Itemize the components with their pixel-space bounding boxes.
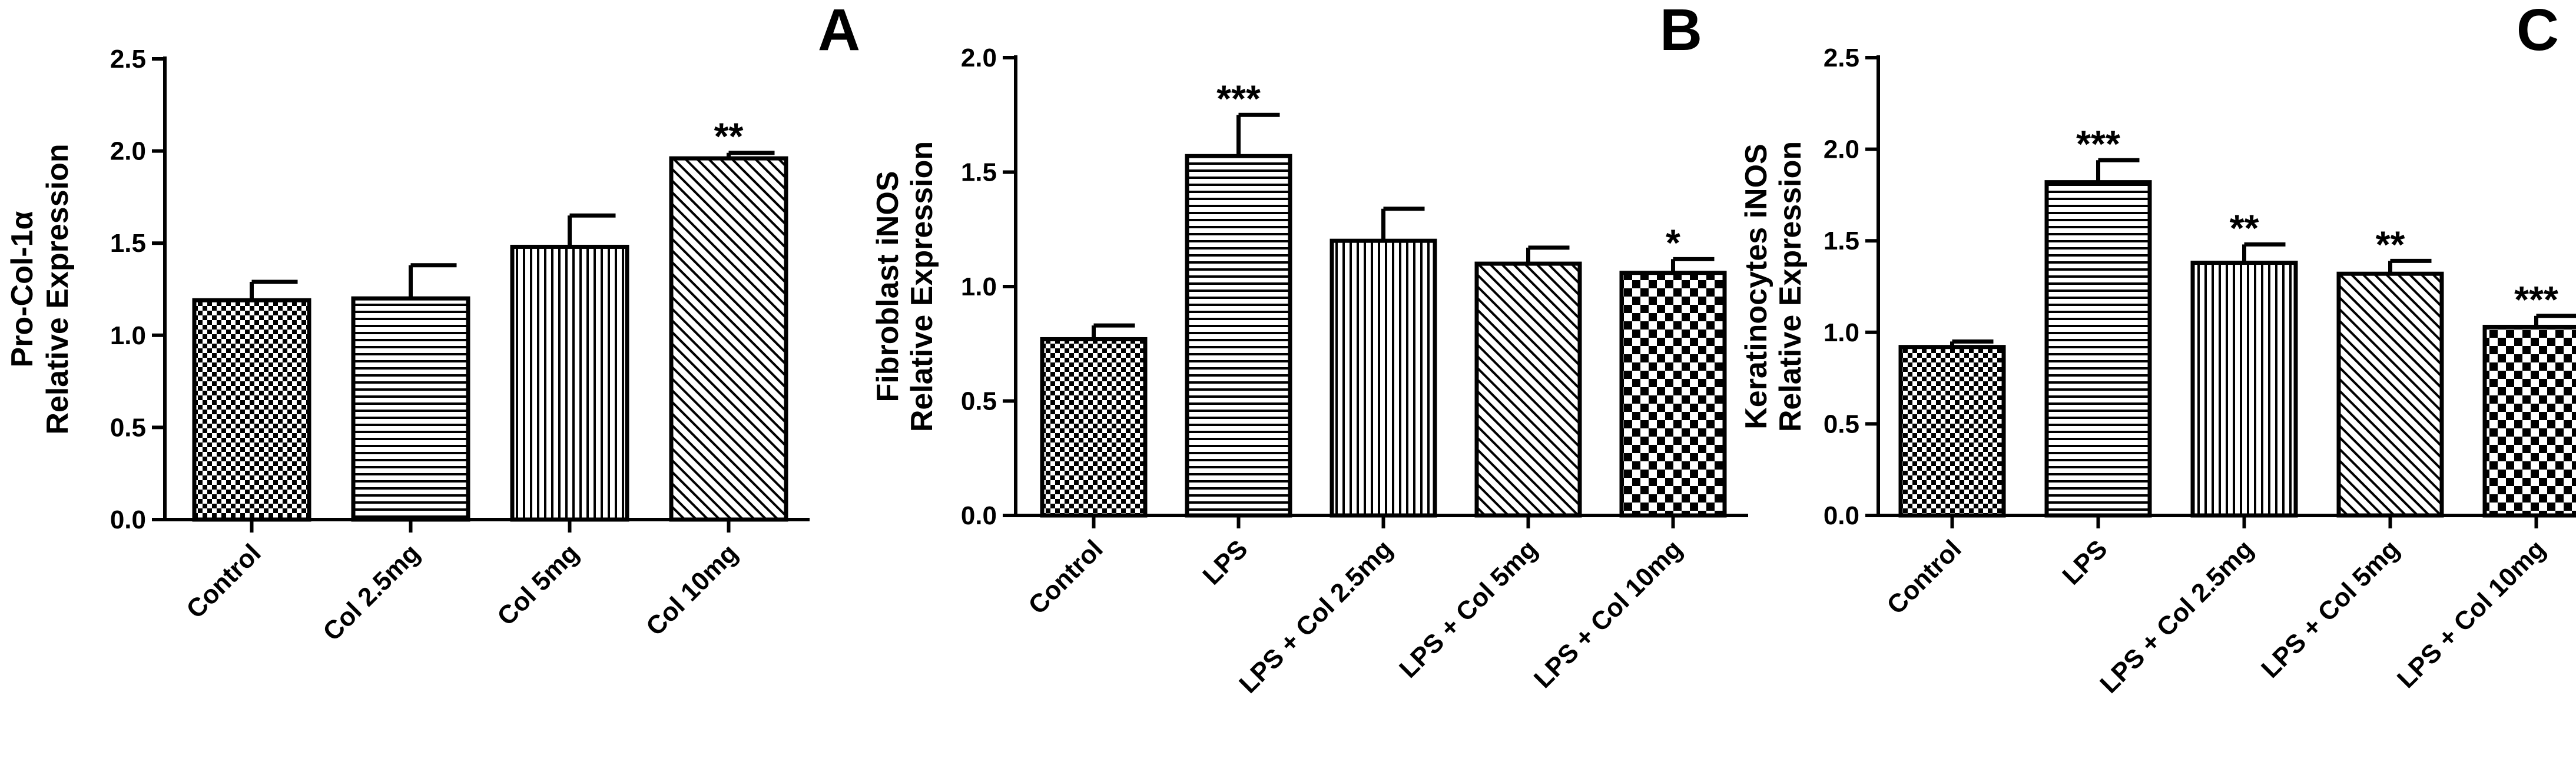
panel-c-category-label: Control	[1881, 534, 1967, 620]
panel-a-category-label: Control	[181, 538, 266, 624]
panel-b-y-tick-label: 1.0	[961, 272, 997, 301]
panel-c-y-tick-label: 0.5	[1824, 410, 1859, 438]
panel-c-significance-label: ***	[2076, 122, 2120, 165]
panel-a-y-tick-label: 2.5	[110, 45, 146, 74]
panel-b-bar	[1040, 337, 1148, 518]
panel-c-y-tick-label: 1.5	[1824, 227, 1859, 255]
panel-c-bar	[1898, 345, 2006, 518]
panel-c-category-label: LPS + Col 2.5mg	[2094, 534, 2259, 698]
panel-a-y-tick-label: 1.5	[110, 229, 146, 258]
panel-b-category-label: LPS + Col 10mg	[1529, 534, 1688, 694]
panel-a-bar	[510, 244, 629, 522]
panel-a-bar	[669, 156, 788, 522]
panel-b-bar	[1619, 271, 1727, 518]
panel-b-category-label: LPS + Col 2.5mg	[1234, 534, 1398, 698]
panel-c-y-tick-label: 1.0	[1824, 318, 1859, 347]
panel-b-y-tick-label: 1.5	[961, 158, 997, 187]
panel-a-y-axis-title: Pro-Col-1α	[5, 211, 39, 367]
panel-c-y-tick-label: 2.5	[1824, 44, 1859, 72]
panel-c-y-tick-label: 0.0	[1824, 501, 1859, 530]
panel-b-y-axis-title: Fibroblast iNOS	[871, 171, 905, 402]
panel-a-y-tick-label: 0.5	[110, 413, 146, 442]
panel-c-category-label: LPS	[2057, 534, 2113, 590]
panel-a-category-label: Col 2.5mg	[317, 538, 425, 646]
panel-a-letter: A	[818, 0, 860, 63]
panel-b-category-label: LPS	[1197, 534, 1253, 590]
panel-b-category-label: Control	[1023, 534, 1108, 620]
panel-b-significance-label: *	[1666, 221, 1680, 264]
panel-a-y-tick-label: 2.0	[110, 137, 146, 166]
panel-a-category-label: Col 10mg	[641, 538, 744, 641]
panel-b-y-tick-label: 2.0	[961, 44, 997, 72]
panel-c-chart: 0.0 0.5 1.0 1.5 2.0 2.5 Keratinocytes iNOS Rela…	[1739, 0, 2576, 699]
panel-a-y-tick-label: 0.0	[110, 505, 146, 534]
panel-b-chart: 0.0 0.5 1.0 1.5 2.0 Fibroblast iNOS Relative E…	[871, 0, 1748, 699]
panel-b-y-tick-label: 0.0	[961, 501, 997, 530]
panel-b-bar	[1474, 261, 1582, 518]
panel-a-chart: 0.0 0.5 1.0 1.5 2.0 2.5 Pro-Col-1α Relative Exp…	[5, 0, 860, 647]
panel-b-category-label: LPS + Col 5mg	[1394, 534, 1543, 683]
panel-c-category-label: LPS + Col 5mg	[2256, 534, 2405, 683]
panel-c-bar	[2044, 180, 2152, 518]
panel-c-bar	[2190, 261, 2298, 518]
panel-c-y-axis-title: Keratinocytes iNOS	[1739, 144, 1773, 430]
panel-c-bar	[2336, 271, 2444, 518]
panel-b-significance-label: ***	[1216, 77, 1261, 119]
panel-a-bar	[192, 298, 311, 522]
panel-c-letter: C	[2517, 0, 2559, 63]
panel-c-category-label: LPS + Col 10mg	[2392, 534, 2551, 694]
panel-b-y-tick-label: 0.5	[961, 387, 997, 416]
panel-b-y-axis-title: Relative Expression	[905, 141, 939, 432]
panel-a-category-label: Col 5mg	[492, 538, 584, 631]
panel-b-bar	[1330, 238, 1437, 518]
panel-b-bar	[1185, 154, 1292, 518]
panel-c-significance-label: **	[2376, 223, 2405, 265]
panel-a-y-tick-label: 1.0	[110, 321, 146, 350]
panel-a-bar	[351, 296, 470, 522]
panel-c-significance-label: ***	[2514, 278, 2558, 321]
panel-c-y-axis-title: Relative Expression	[1773, 141, 1808, 432]
panel-c-significance-label: **	[2230, 207, 2259, 249]
panel-b-letter: B	[1660, 0, 1702, 63]
panel-a-significance-label: **	[714, 115, 744, 158]
panel-a-y-axis-title: Relative Expression	[41, 144, 75, 434]
panel-c-y-tick-label: 2.0	[1824, 135, 1859, 164]
panel-c-bar	[2482, 324, 2576, 518]
